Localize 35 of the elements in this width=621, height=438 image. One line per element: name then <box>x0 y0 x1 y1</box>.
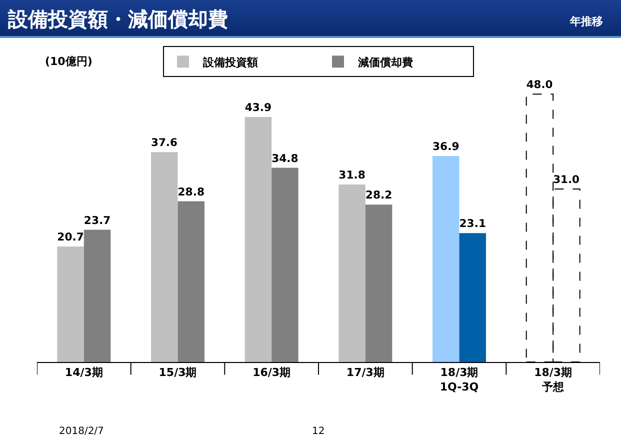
bar <box>151 152 178 362</box>
data-label: 34.8 <box>272 152 298 165</box>
data-label: 43.9 <box>244 101 272 114</box>
legend-label: 設備投資額 <box>202 56 258 69</box>
x-tick-label: 18/3期予想 <box>534 366 572 394</box>
bar <box>272 168 298 362</box>
data-label: 28.2 <box>365 188 392 202</box>
x-tick-label: 17/3期 <box>346 366 384 380</box>
chart-title: 設備投資額・減価償却費 <box>8 6 228 33</box>
bar <box>338 184 366 362</box>
bar <box>57 246 84 362</box>
bar <box>365 204 392 362</box>
data-label: 37.6 <box>151 136 178 150</box>
bar <box>459 233 486 362</box>
data-label: 23.1 <box>459 217 486 230</box>
data-label: 36.9 <box>432 140 460 154</box>
data-label: 28.8 <box>178 185 204 198</box>
y-axis-title: (10億円) <box>45 55 92 68</box>
data-label: 31.0 <box>553 173 580 186</box>
data-label: 23.7 <box>84 214 111 227</box>
data-label: 20.7 <box>57 230 84 244</box>
x-tick-label: 15/3期 <box>158 366 197 380</box>
text: 12 <box>312 426 325 437</box>
data-label: 48.0 <box>526 78 553 92</box>
x-tick-label: 14/3期 <box>64 366 103 380</box>
data-label: 31.8 <box>338 168 366 182</box>
bar <box>178 201 204 362</box>
chart-subtitle: 年推移 <box>570 14 603 29</box>
bar <box>84 230 111 362</box>
text: 2018/2/7 <box>59 426 104 437</box>
bar <box>244 116 272 362</box>
bar <box>432 156 460 362</box>
legend-label: 減価償却費 <box>357 56 413 69</box>
x-tick-label: 16/3期 <box>252 366 291 380</box>
x-tick-label: 18/3期 1Q-3Q <box>440 366 479 394</box>
